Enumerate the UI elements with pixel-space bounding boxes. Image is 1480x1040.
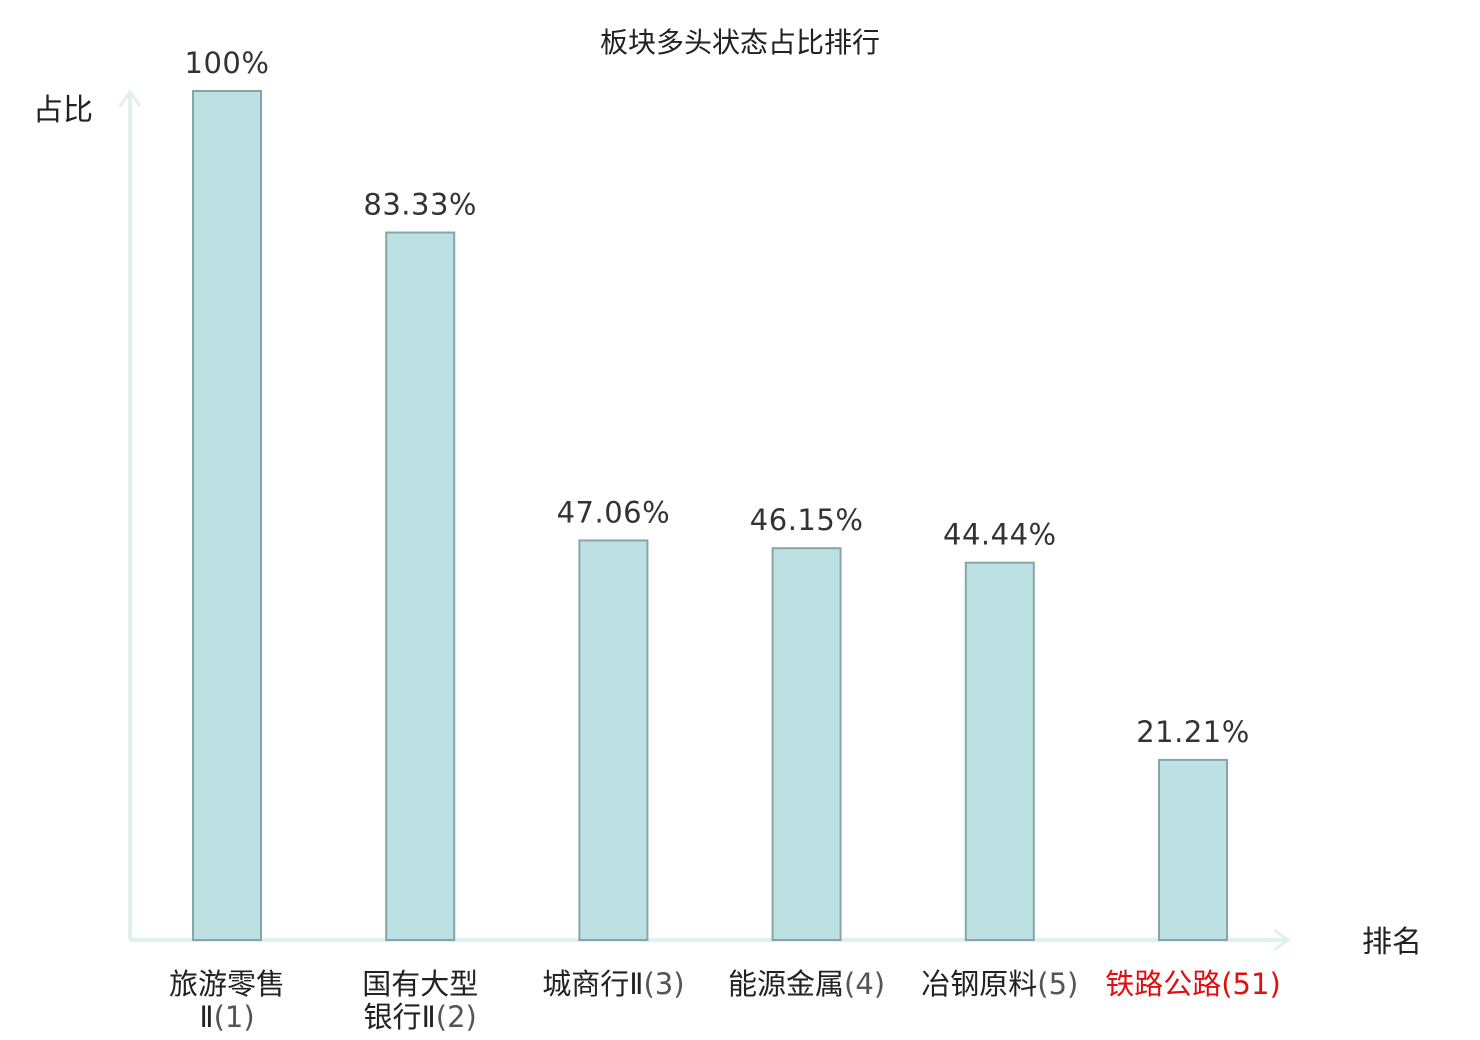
- x-tick-label-1: 旅游零售 Ⅱ(1): [169, 967, 285, 1034]
- x-tick-label-5: 冶钢原料(5): [921, 967, 1078, 1001]
- bar-5: [964, 561, 1035, 941]
- data-label-5: 44.44%: [943, 518, 1057, 552]
- data-label-4: 46.15%: [750, 503, 864, 537]
- data-labels-group: 100% 83.33% 47.06% 46.15% 44.44% 21.21%: [185, 46, 1250, 749]
- x-tick-label-6: 铁路公路(51): [1105, 967, 1281, 1001]
- x-axis-label: 排名: [1362, 925, 1422, 960]
- y-axis: [118, 89, 142, 940]
- bar-1: [192, 90, 262, 941]
- data-label-2: 83.33%: [363, 188, 477, 222]
- bar-6: [1158, 758, 1228, 942]
- bars-group: [192, 90, 1228, 942]
- data-label-1: 100%: [185, 46, 270, 80]
- x-axis: [130, 928, 1291, 952]
- y-axis-label: 占比: [33, 93, 93, 128]
- x-tick-label-4: 能源金属(4): [728, 967, 885, 1001]
- x-tick-label-2: 国有大型银行Ⅱ(2): [362, 967, 478, 1034]
- bar-2: [385, 231, 456, 941]
- chart-title: 板块多头状态占比排行: [600, 26, 880, 59]
- data-label-3: 47.06%: [557, 495, 671, 529]
- bar-4: [771, 547, 842, 942]
- x-tick-label-3: 城商行Ⅱ(3): [542, 967, 684, 1001]
- data-label-6: 21.21%: [1136, 715, 1250, 749]
- x-tick-labels-group: 旅游零售 Ⅱ(1) 国有大型银行Ⅱ(2) 城商行Ⅱ(3) 能源金属(4) 冶钢原料(5) 铁…: [169, 967, 1281, 1034]
- bar-3: [578, 539, 649, 941]
